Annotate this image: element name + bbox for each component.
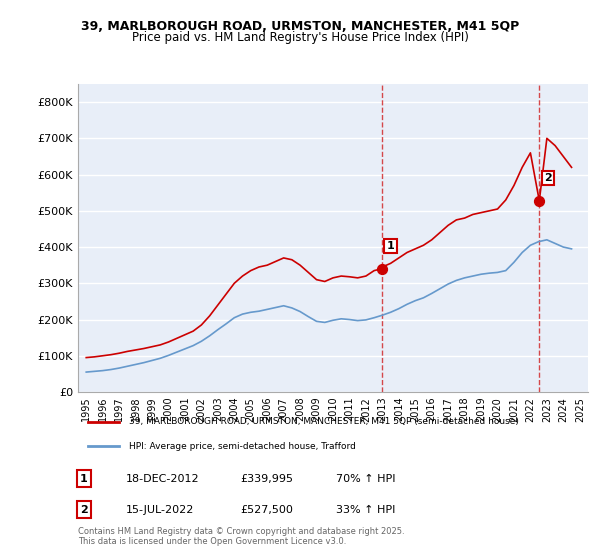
Point	[535, 197, 544, 206]
Text: 1: 1	[80, 474, 88, 484]
Text: 1: 1	[386, 241, 394, 251]
Text: 39, MARLBOROUGH ROAD, URMSTON, MANCHESTER, M41 5QP (semi-detached house): 39, MARLBOROUGH ROAD, URMSTON, MANCHESTE…	[129, 417, 519, 426]
Text: £527,500: £527,500	[240, 505, 293, 515]
Point	[377, 264, 386, 273]
Text: £339,995: £339,995	[240, 474, 293, 484]
Text: 70% ↑ HPI: 70% ↑ HPI	[336, 474, 395, 484]
Text: 15-JUL-2022: 15-JUL-2022	[126, 505, 194, 515]
Text: Contains HM Land Registry data © Crown copyright and database right 2025.
This d: Contains HM Land Registry data © Crown c…	[78, 526, 404, 546]
Text: HPI: Average price, semi-detached house, Trafford: HPI: Average price, semi-detached house,…	[129, 442, 356, 451]
Text: 39, MARLBOROUGH ROAD, URMSTON, MANCHESTER, M41 5QP: 39, MARLBOROUGH ROAD, URMSTON, MANCHESTE…	[81, 20, 519, 32]
Text: 18-DEC-2012: 18-DEC-2012	[126, 474, 200, 484]
Text: 2: 2	[80, 505, 88, 515]
Text: 2: 2	[544, 173, 552, 183]
Text: Price paid vs. HM Land Registry's House Price Index (HPI): Price paid vs. HM Land Registry's House …	[131, 31, 469, 44]
Text: 33% ↑ HPI: 33% ↑ HPI	[336, 505, 395, 515]
